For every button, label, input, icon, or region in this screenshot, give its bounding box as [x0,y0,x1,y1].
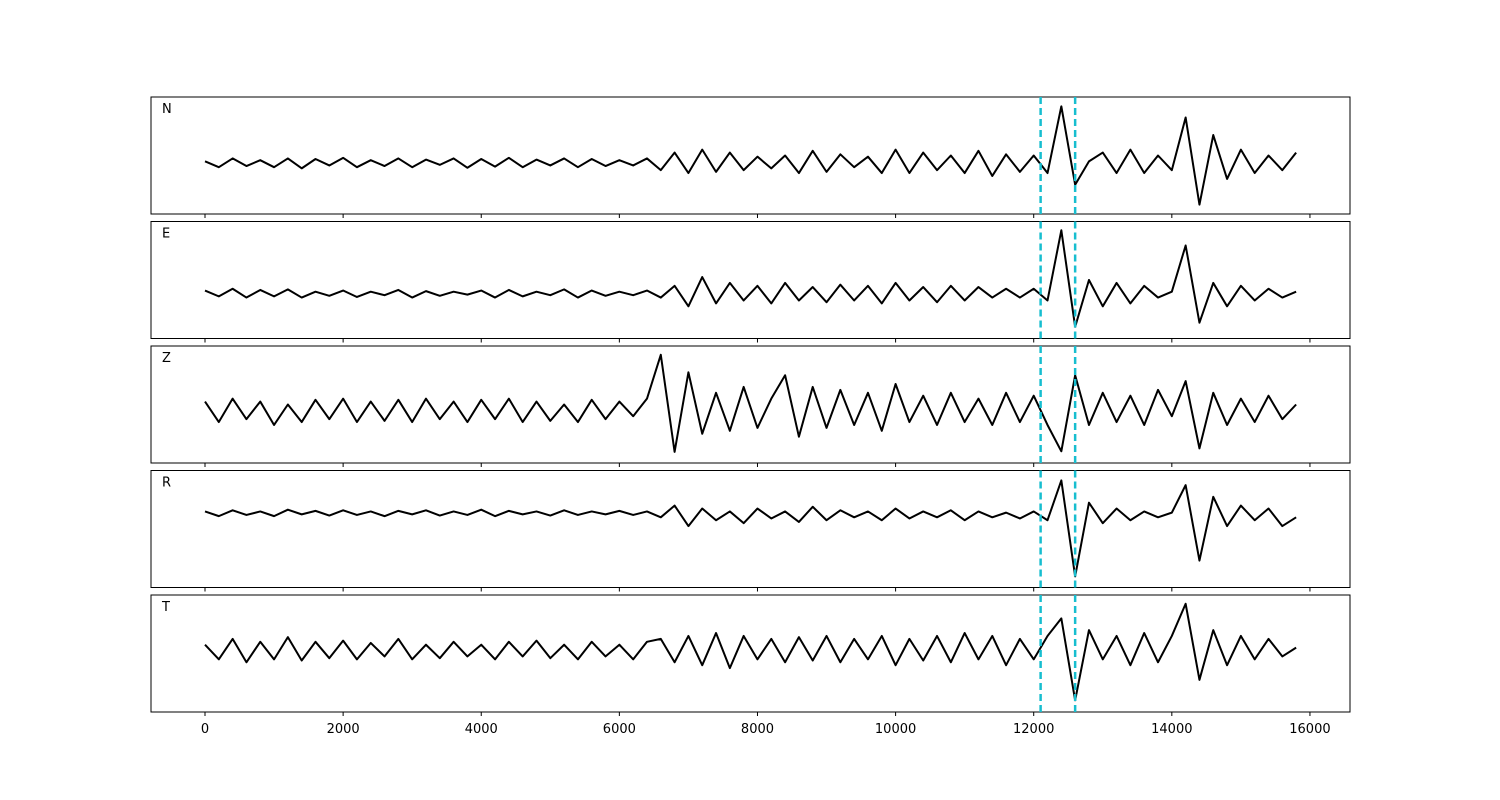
panel-label: Z [162,351,171,366]
panel-frame [150,470,1351,588]
panel-frame [150,594,1351,713]
trace-line [204,479,1297,578]
panel-label: R [162,476,171,491]
panel-frame [150,345,1351,464]
x-tick-label: 10000 [875,722,916,737]
x-tick-label: 16000 [1289,722,1330,737]
x-tick-label: 14000 [1151,722,1192,737]
trace-line [204,602,1297,702]
x-tick-label: 8000 [741,722,774,737]
x-tick-label: 2000 [327,722,360,737]
panel-frame [150,96,1351,215]
x-tick-label: 12000 [1013,722,1054,737]
trace-line [204,353,1297,453]
trace-line [204,105,1297,206]
x-tick-label: 4000 [465,722,498,737]
x-tick-label: 6000 [603,722,636,737]
panel-frame [150,221,1351,339]
x-tick-label: 0 [201,722,209,737]
panel-label: N [162,102,172,117]
panel-label: E [162,227,170,242]
panel-label: T [161,600,170,615]
trace-line [204,229,1297,328]
